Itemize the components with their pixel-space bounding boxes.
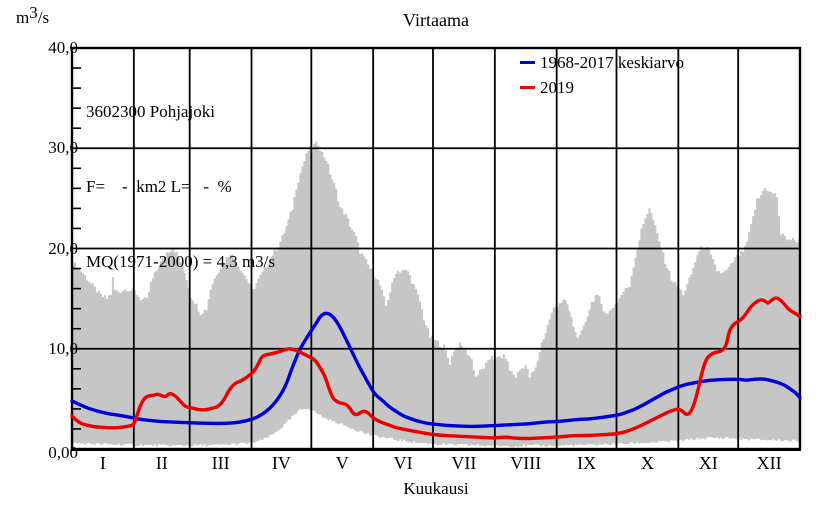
year-2019-line-swatch (520, 86, 535, 89)
y-tick-label-20,0: 20,0 (48, 238, 78, 258)
legend-item-average: 1968-2017 keskiarvo (520, 50, 684, 75)
y-tick-label-40,0: 40,0 (48, 38, 78, 57)
unit-prefix: m (16, 8, 30, 27)
y-tick-label-30,0: 30,0 (48, 138, 78, 158)
x-tick-label-IX: IX (577, 453, 597, 473)
station-info-line-1: 3602300 Pohjajoki (86, 102, 215, 121)
station-info-line-2: F= - km2 L= - % (86, 177, 232, 196)
x-tick-label-X: X (640, 453, 654, 473)
average-line-swatch (520, 61, 535, 64)
x-tick-label-III: III (211, 453, 230, 473)
legend-item-2019: 2019 (520, 75, 684, 100)
year-2019-line (70, 296, 802, 441)
chart-title: Virtaama (403, 10, 469, 30)
legend-label-2019: 2019 (540, 77, 574, 97)
y-axis-unit-label: m3/s (16, 3, 50, 28)
unit-superscript: 3 (29, 3, 38, 22)
legend: 1968-2017 keskiarvo 2019 (520, 50, 684, 100)
station-info-line-3: MQ(1971-2000) = 4,3 m3/s (86, 252, 276, 271)
x-tick-label-VIII: VIII (510, 453, 542, 473)
x-tick-label-IV: IV (271, 453, 291, 473)
station-info-box: 3602300 Pohjajoki F= - km2 L= - % MQ(197… (86, 49, 275, 324)
legend-label-average: 1968-2017 keskiarvo (540, 52, 685, 72)
x-axis-label: Kuukausi (403, 479, 469, 498)
x-tick-label-II: II (155, 453, 168, 473)
x-tick-label-VII: VII (451, 453, 477, 473)
x-tick-label-XI: XI (698, 453, 718, 473)
x-tick-label-XII: XII (756, 453, 782, 473)
unit-suffix: /s (37, 8, 50, 27)
x-tick-label-VI: VI (393, 453, 413, 473)
y-tick-label-10,0: 10,0 (48, 338, 78, 358)
average-1968-2017-line (70, 311, 802, 429)
x-tick-label-I: I (99, 453, 106, 473)
x-tick-label-V: V (335, 453, 349, 473)
y-tick-label-0,00: 0,00 (48, 443, 78, 462)
